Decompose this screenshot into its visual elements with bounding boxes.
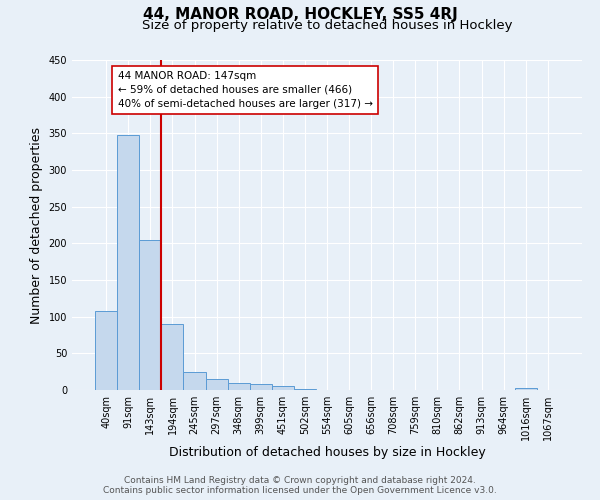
X-axis label: Distribution of detached houses by size in Hockley: Distribution of detached houses by size … [169, 446, 485, 459]
Bar [294, 388, 316, 390]
Bar [250, 384, 272, 390]
Bar [227, 384, 250, 390]
Bar [184, 372, 206, 390]
Title: Size of property relative to detached houses in Hockley: Size of property relative to detached ho… [142, 20, 512, 32]
Y-axis label: Number of detached properties: Number of detached properties [30, 126, 43, 324]
Bar [272, 386, 294, 390]
Bar [139, 240, 161, 390]
Bar [206, 379, 227, 390]
Bar [117, 135, 139, 390]
Bar [515, 388, 537, 390]
Text: 44 MANOR ROAD: 147sqm
← 59% of detached houses are smaller (466)
40% of semi-det: 44 MANOR ROAD: 147sqm ← 59% of detached … [118, 71, 373, 109]
Text: 44, MANOR ROAD, HOCKLEY, SS5 4RJ: 44, MANOR ROAD, HOCKLEY, SS5 4RJ [143, 8, 457, 22]
Bar [95, 311, 117, 390]
Text: Contains HM Land Registry data © Crown copyright and database right 2024.
Contai: Contains HM Land Registry data © Crown c… [103, 476, 497, 495]
Bar [161, 324, 184, 390]
